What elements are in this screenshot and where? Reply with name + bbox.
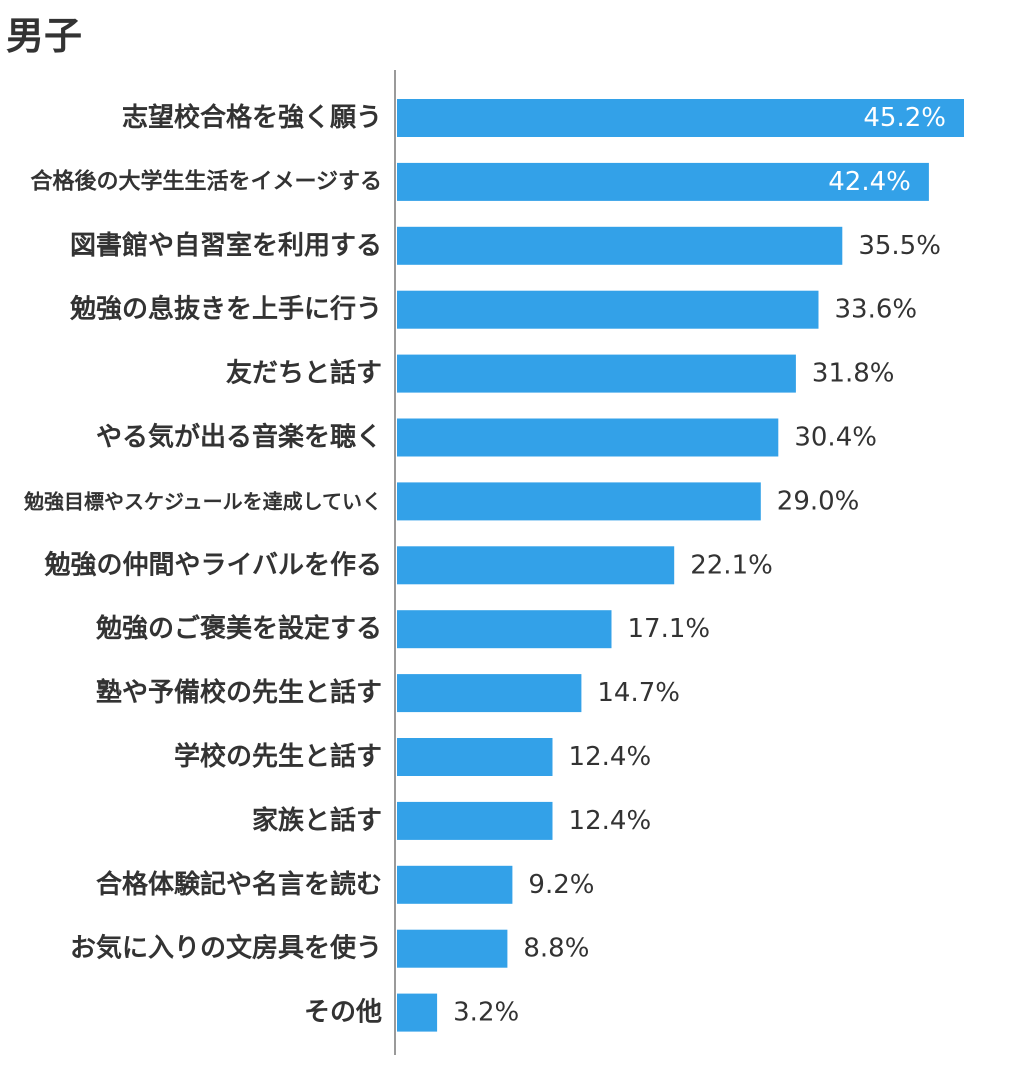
value-label-4: 33.6% [834, 295, 917, 325]
value-label-13: 9.2% [528, 870, 594, 900]
value-label-11: 12.4% [569, 742, 652, 772]
bar-7 [397, 482, 761, 521]
bar-11 [397, 738, 553, 776]
category-label-1: 志望校合格を強く願う [122, 102, 382, 133]
bar-4 [397, 290, 819, 329]
bar-1 [397, 99, 964, 137]
value-label-7: 29.0% [777, 486, 860, 516]
value-label-10: 14.7% [597, 678, 680, 708]
value-label-3: 35.5% [858, 231, 941, 261]
category-label-5: 友だちと話す [226, 358, 382, 389]
chart-title: 男子 [6, 14, 83, 58]
category-label-11: 学校の先生と話す [174, 741, 382, 772]
category-label-7: 勉強目標やスケジュールを達成していく [23, 489, 382, 513]
value-label-12: 12.4% [569, 806, 652, 836]
bar-12 [397, 801, 553, 840]
bar-9 [397, 610, 612, 649]
bars-group [397, 99, 964, 1032]
value-label-1: 45.2% [863, 103, 946, 133]
value-label-5: 31.8% [812, 359, 895, 389]
category-label-14: お気に入りの文房具を使う [70, 933, 382, 964]
category-label-9: 勉強のご褒美を設定する [95, 613, 382, 644]
category-label-13: 合格体験記や名言を読む [96, 869, 382, 900]
value-label-15: 3.2% [453, 998, 519, 1028]
value-labels-group: 45.2% 42.4% 35.5% 33.6% 31.8% 30.4% 29.0% 22.1%… [453, 103, 946, 1028]
bar-10 [397, 674, 582, 713]
value-label-9: 17.1% [628, 614, 711, 644]
bar-3 [397, 226, 843, 265]
bar-5 [397, 354, 796, 393]
bar-13 [397, 865, 513, 904]
category-label-8: 勉強の仲間やライバルを作る [44, 550, 382, 580]
bar-14 [397, 929, 508, 968]
value-label-2: 42.4% [828, 167, 911, 197]
category-label-15: その他 [304, 998, 382, 1028]
category-label-10: 塾や予備校の先生と話す [96, 677, 382, 708]
value-label-8: 22.1% [690, 550, 773, 580]
bar-8 [397, 546, 675, 585]
category-labels-group: 志望校合格を強く願う合格後の大学生生活をイメージする図書館や自習室を利用する勉強… [23, 102, 382, 1028]
value-label-6: 30.4% [794, 423, 877, 453]
bar-6 [397, 418, 779, 457]
category-label-6: やる気が出る音楽を聴く [96, 422, 382, 453]
category-label-12: 家族と話す [252, 805, 382, 836]
bar-2 [397, 162, 929, 201]
category-label-4: 勉強の息抜きを上手に行う [69, 294, 382, 325]
bar-15 [397, 993, 438, 1032]
category-label-3: 図書館や自習室を利用する [70, 230, 382, 261]
category-label-2: 合格後の大学生生活をイメージする [30, 168, 382, 194]
value-label-14: 8.8% [523, 934, 589, 964]
